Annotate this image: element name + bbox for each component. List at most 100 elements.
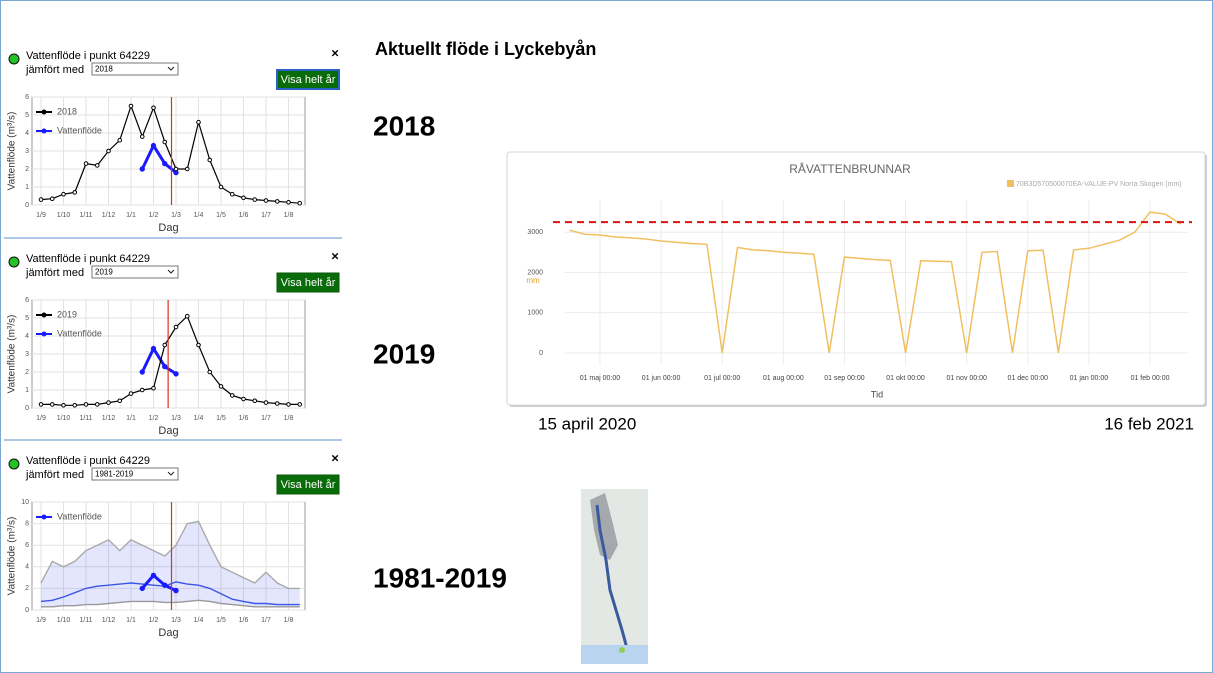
x-tick-label: 01 okt 00:00 [886, 375, 925, 382]
legend-label: Vattenflöde [57, 511, 102, 521]
data-point [173, 166, 179, 172]
data-point [139, 585, 145, 592]
y-tick-label: 2 [25, 369, 29, 376]
y-tick-label: 3 [25, 351, 29, 358]
y-tick-label: 1000 [527, 310, 543, 317]
y-tick-label: 2 [25, 166, 29, 173]
x-axis-label: Dag [158, 425, 178, 437]
y-tick-label: 0 [25, 202, 29, 209]
x-tick-label: 1/1 [126, 212, 136, 219]
x-tick-label: 01 dec 00:00 [1008, 375, 1049, 382]
data-point [196, 342, 201, 348]
data-point [150, 142, 157, 149]
x-tick-label: 1/3 [171, 617, 181, 624]
series-line [41, 599, 300, 608]
data-point [241, 396, 246, 402]
data-point [252, 197, 258, 202]
status-dot [8, 256, 20, 268]
data-point [263, 198, 269, 203]
y-tick-label: 5 [25, 315, 29, 322]
x-tick-label: 1/9 [36, 212, 46, 219]
x-tick-label: 1/2 [149, 212, 159, 219]
data-point [274, 199, 280, 204]
series-line [140, 345, 177, 376]
select[interactable] [91, 265, 179, 279]
data-point [229, 393, 235, 398]
x-tick-label: 1/11 [79, 212, 92, 219]
close-button[interactable]: × [331, 450, 339, 465]
data-point [218, 184, 224, 190]
select[interactable] [91, 62, 179, 76]
legend-marker [41, 514, 47, 520]
y-tick-label: 1 [25, 184, 29, 191]
section-label: 1981-2019 [373, 562, 507, 593]
legend-label: Vattenflöde [57, 328, 102, 338]
map-thumbnail [581, 489, 648, 664]
legend-marker [41, 109, 47, 115]
compare-label: jämfört med [25, 469, 84, 481]
data-point [139, 134, 145, 139]
close-button[interactable]: × [331, 45, 339, 60]
data-point [274, 401, 280, 406]
x-tick-label: 1/7 [261, 415, 271, 422]
x-tick-label: 1/6 [239, 212, 249, 219]
data-point [173, 587, 179, 594]
x-tick-label: 01 maj 00:00 [580, 375, 621, 382]
data-point [49, 402, 55, 407]
y-tick-label: 0 [25, 607, 29, 614]
data-point [196, 119, 201, 125]
y-tick-label: 1 [25, 387, 29, 394]
data-point [49, 196, 55, 201]
data-point [286, 402, 291, 407]
button[interactable] [276, 69, 340, 90]
data-point [297, 402, 303, 407]
x-tick-label: 1/10 [57, 617, 71, 624]
data-point [117, 137, 123, 143]
legend-marker [41, 312, 47, 318]
data-point [139, 387, 145, 393]
chart-title: RÅVATTENBRUNNAR [789, 161, 911, 176]
x-tick-label: 01 jul 00:00 [704, 375, 740, 382]
section-label: 2018 [373, 110, 435, 141]
select-arrow [167, 269, 175, 274]
button[interactable] [276, 474, 340, 495]
status-dot [8, 458, 20, 470]
data-point [150, 345, 157, 352]
data-point [173, 371, 179, 377]
x-tick-label: 1/9 [36, 415, 46, 422]
data-point [94, 402, 100, 407]
x-tick-label: 1/12 [102, 617, 116, 624]
data-point [38, 402, 44, 407]
data-point [94, 163, 100, 168]
button-label: Visa helt år [281, 479, 336, 491]
big-chart-frame [506, 151, 1207, 407]
select-value: 1981-2019 [95, 470, 134, 479]
x-tick-label: 1/2 [149, 415, 159, 422]
select-value: 2018 [95, 65, 113, 74]
data-point [252, 398, 258, 404]
y-tick-label: 2000 [527, 269, 543, 276]
button[interactable] [276, 272, 340, 293]
x-tick-label: 1/1 [126, 617, 136, 624]
select-value: 2019 [95, 268, 113, 277]
close-button[interactable]: × [331, 248, 339, 263]
data-point [151, 385, 156, 391]
x-axis-label: Dag [158, 627, 178, 639]
x-tick-label: 1/5 [216, 415, 226, 422]
section-label: 2019 [373, 338, 435, 369]
data-point [128, 391, 134, 396]
x-tick-label: 01 nov 00:00 [946, 375, 987, 382]
data-point [83, 161, 89, 166]
legend-label: 2019 [57, 309, 77, 319]
data-point [139, 166, 145, 172]
x-tick-label: 1/10 [57, 212, 71, 219]
x-axis-label: Dag [158, 222, 178, 234]
series-line [40, 520, 300, 590]
data-point [151, 105, 156, 111]
select[interactable] [91, 467, 179, 481]
data-point [83, 402, 89, 407]
status-dot [8, 53, 20, 65]
y-axis-label: Vattenflöde (m³/s) [7, 315, 18, 394]
y-tick-label: 3000 [527, 229, 543, 236]
x-tick-label: 1/2 [149, 617, 159, 624]
